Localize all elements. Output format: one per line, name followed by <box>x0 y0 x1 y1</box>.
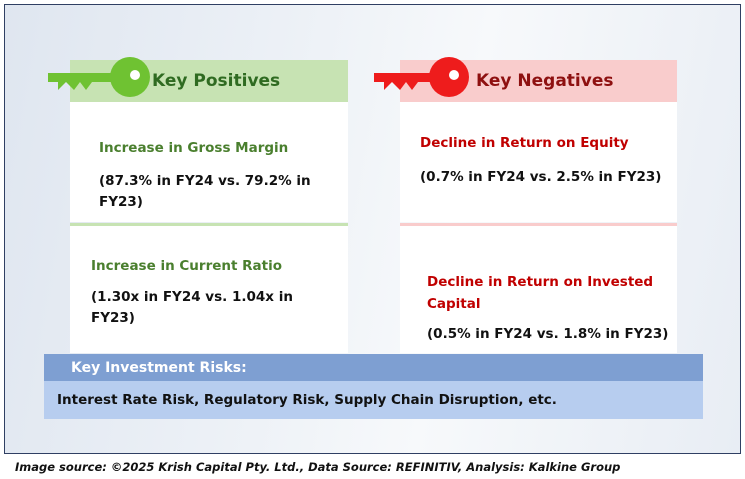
negative-item-title: Decline in Return on Equity <box>420 135 629 151</box>
negative-card-1: Decline in Return on Equity (0.7% in FY2… <box>400 102 677 222</box>
positive-item-detail: (87.3% in FY24 vs. 79.2% in FY23) <box>99 173 311 210</box>
positive-item-title: Increase in Current Ratio <box>91 258 283 274</box>
positive-card-1: Increase in Gross Margin (87.3% in FY24 … <box>70 102 348 222</box>
positive-card-2: Increase in Current Ratio (1.30x in FY24… <box>70 226 348 353</box>
positive-item-detail: (1.30x in FY24 vs. 1.04x in FY23) <box>91 289 293 326</box>
negative-item-title: Decline in Return on Invested Capital <box>427 274 654 312</box>
red-key-icon <box>374 57 469 97</box>
image-source-footer: Image source: ©2025 Krish Capital Pty. L… <box>15 460 621 474</box>
key-investment-risks-heading: Key Investment Risks: <box>44 354 703 381</box>
positive-divider <box>70 223 348 226</box>
negative-card-2: Decline in Return on Invested Capital (0… <box>400 226 677 353</box>
key-investment-risks-text: Interest Rate Risk, Regulatory Risk, Sup… <box>44 381 703 419</box>
negative-divider <box>400 223 677 226</box>
green-key-icon <box>48 57 150 97</box>
positive-item-title: Increase in Gross Margin <box>99 140 289 156</box>
negative-item-detail: (0.5% in FY24 vs. 1.8% in FY23) <box>427 326 669 342</box>
negative-item-detail: (0.7% in FY24 vs. 2.5% in FY23) <box>420 169 662 185</box>
